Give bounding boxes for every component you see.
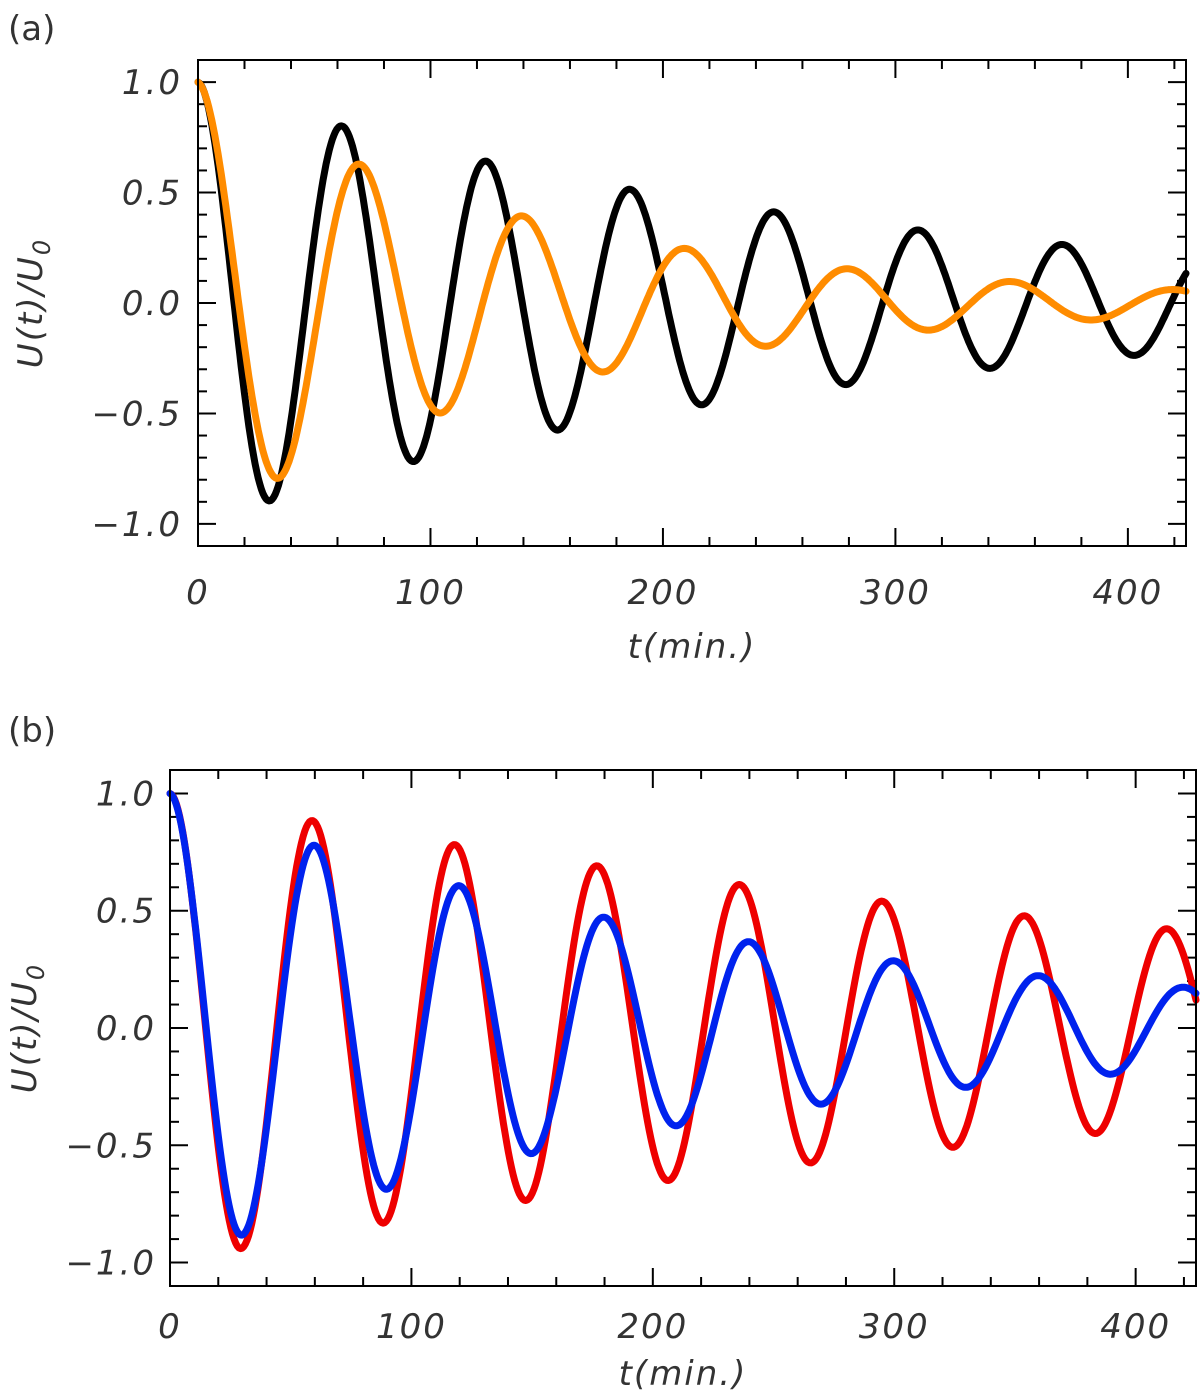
series-line-blue xyxy=(166,790,1200,1239)
y-tick-label: 1.0 xyxy=(122,63,182,103)
panel-a-y-axis-title-main: U(t)/U xyxy=(11,255,51,368)
panel-b-plot-frame xyxy=(169,769,1197,1287)
panel-a-ticks xyxy=(197,60,1186,546)
x-tick-label: 400 xyxy=(1092,573,1163,613)
panel-a: (a) 0 100 200 300 400 1.0 0.5 0.0 −0.5 −1.0 t(min… xyxy=(8,9,1190,667)
y-tick-label: 0.0 xyxy=(122,284,182,324)
panel-a-y-axis-title-subscript: 0 xyxy=(28,238,56,255)
panel-a-plot-frame xyxy=(197,59,1187,547)
y-tick-label: −0.5 xyxy=(65,1126,156,1166)
y-tick-label: 1.0 xyxy=(96,774,156,814)
y-tick-label: −0.5 xyxy=(91,394,182,434)
x-tick-label: 200 xyxy=(617,1307,688,1347)
y-tick-label: −1.0 xyxy=(65,1244,156,1284)
x-tick-label: 400 xyxy=(1100,1307,1171,1347)
x-tick-label: 300 xyxy=(859,1307,930,1347)
x-tick-label: 0 xyxy=(158,1307,182,1347)
panel-label-a: (a) xyxy=(8,9,55,49)
panel-b-y-axis-title: U(t)/U0 xyxy=(5,963,50,1093)
x-tick-label: 200 xyxy=(627,573,698,613)
panel-a-curves xyxy=(194,78,1190,505)
y-tick-label: 0.0 xyxy=(96,1009,156,1049)
panel-a-tick-labels: 0 100 200 300 400 1.0 0.5 0.0 −0.5 −1.0 xyxy=(91,63,1163,613)
panel-b-tick-labels: 0 100 200 300 400 1.0 0.5 0.0 −0.5 −1.0 xyxy=(65,774,1171,1347)
panel-b-y-axis-title-main: U(t)/U xyxy=(5,980,45,1093)
series-line-orange xyxy=(194,78,1190,482)
panel-label-b: (b) xyxy=(8,711,56,751)
panel-b-x-axis-title: t(min.) xyxy=(619,1354,748,1394)
x-tick-label: 0 xyxy=(186,573,210,613)
panel-b-y-axis-title-subscript: 0 xyxy=(22,963,50,980)
panel-a-x-axis-title: t(min.) xyxy=(628,627,757,667)
panel-b-curves xyxy=(166,790,1200,1253)
x-tick-label: 300 xyxy=(860,573,931,613)
y-tick-label: 0.5 xyxy=(96,892,156,932)
x-tick-label: 100 xyxy=(395,573,466,613)
panel-b: (b) 0 100 200 300 400 1.0 0.5 0.0 −0.5 −1.0 t(min… xyxy=(5,711,1200,1394)
panel-a-y-axis-title: U(t)/U0 xyxy=(11,238,56,368)
x-tick-label: 100 xyxy=(376,1307,447,1347)
y-tick-label: −1.0 xyxy=(91,505,182,545)
series-line-black xyxy=(194,78,1190,505)
y-tick-label: 0.5 xyxy=(122,174,182,214)
